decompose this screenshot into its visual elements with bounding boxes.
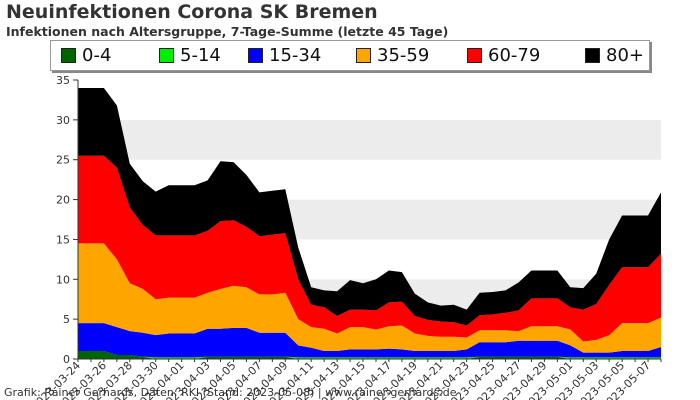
y-tick-label: 20 [56,194,70,207]
legend-label: 60-79 [488,45,541,66]
legend-item-5-14: 5-14 [159,41,221,70]
area-series-60-79 [78,155,661,342]
area-series-0-4 [78,351,661,359]
legend-item-80+: 80+ [585,41,644,70]
legend-item-0-4: 0-4 [61,41,111,70]
legend-swatch [61,48,76,63]
legend-label: 5-14 [180,45,221,66]
chart-subtitle: Infektionen nach Altersgruppe, 7-Tage-Su… [6,24,449,39]
area-series-80+ [78,88,661,326]
legend-item-15-34: 15-34 [248,41,321,70]
chart-title: Neuinfektionen Corona SK Bremen [6,1,378,23]
legend-swatch [159,48,174,63]
y-tick-label: 35 [56,74,70,87]
credit-footer: Grafik: Rainer Gerhards, Daten: RKI (Sta… [4,386,457,399]
legend-label: 80+ [606,45,644,66]
grid-band [78,119,661,160]
legend-swatch [356,48,371,63]
y-tick-label: 30 [56,114,70,127]
area-series-35-59 [78,243,661,353]
legend-label: 15-34 [269,45,322,66]
legend-item-60-79: 60-79 [467,41,540,70]
legend-swatch [467,48,482,63]
legend-swatch [585,48,600,63]
legend-label: 35-59 [377,45,430,66]
legend-label: 0-4 [82,45,112,66]
y-tick-label: 10 [56,273,70,286]
y-tick-label: 25 [56,154,70,167]
y-tick-label: 0 [63,353,70,366]
y-tick-label: 5 [63,313,70,326]
legend: 0-4 5-14 15-34 35-59 60-79 80+ [50,40,650,71]
y-tick-label: 15 [56,233,70,246]
area-series-15-34 [78,323,661,358]
legend-item-35-59: 35-59 [356,41,429,70]
grid-band [78,80,661,120]
legend-swatch [248,48,263,63]
